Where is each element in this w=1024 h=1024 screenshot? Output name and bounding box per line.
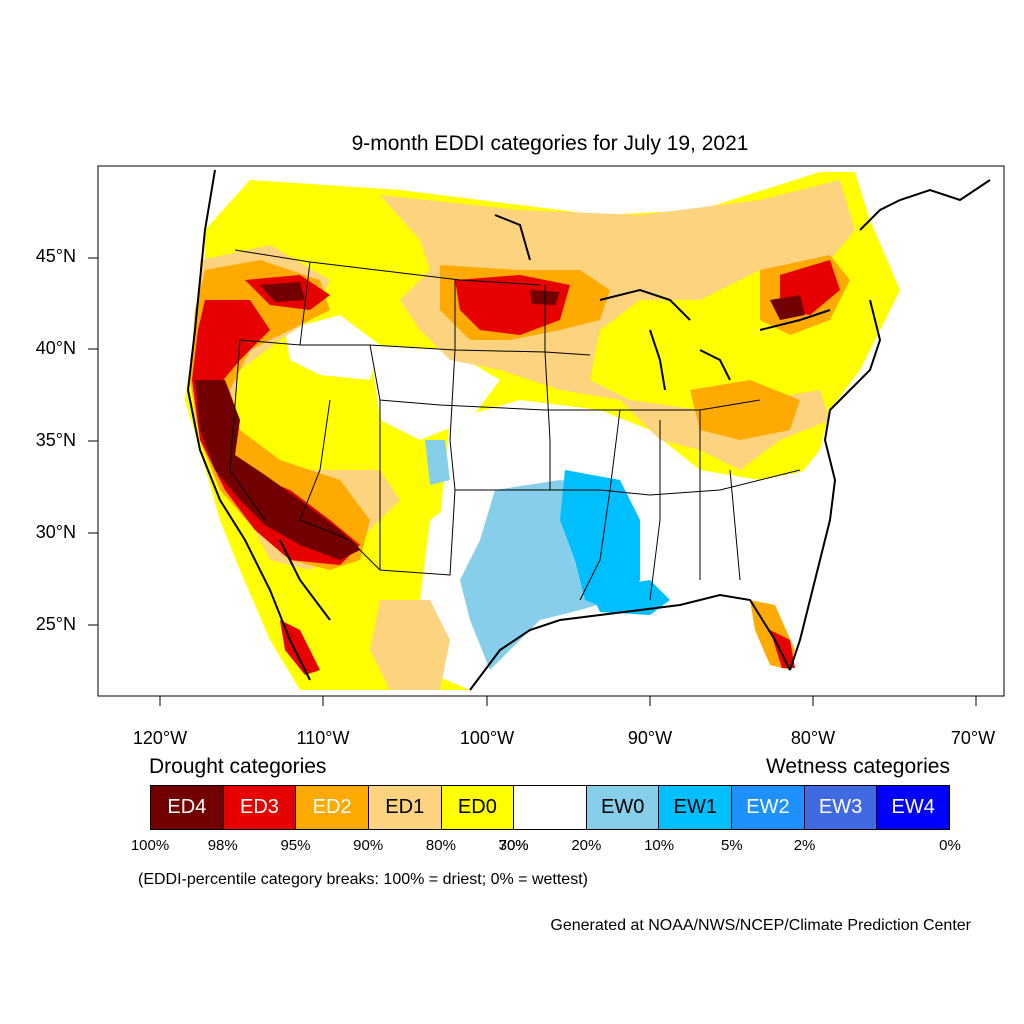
region-ed3-north — [455, 275, 570, 335]
region-ed4-east — [770, 295, 805, 320]
legend-break-label: 95% — [280, 837, 311, 854]
legend-break-label: 2% — [793, 837, 816, 854]
lat-label-30: 30°N — [35, 522, 76, 542]
region-ed4-northwest — [260, 282, 305, 302]
legend-break-label: 90% — [353, 837, 384, 854]
map-frame — [97, 165, 1005, 697]
legend-swatch-ew2: EW2 — [732, 786, 805, 829]
legend-break-label: 70% — [498, 837, 529, 854]
lat-label-35: 35°N — [35, 430, 76, 450]
legend-break-label: 5% — [720, 837, 743, 854]
credit-line: Generated at NOAA/NWS/NCEP/Climate Predi… — [550, 917, 971, 934]
region-ed3-baja — [280, 620, 320, 675]
lon-label-120: 120°W — [132, 728, 188, 748]
lon-label-100: 100°W — [459, 728, 515, 748]
region-ed3-west — [192, 300, 360, 565]
region-ew0-west — [425, 440, 450, 485]
region-ed3-florida — [770, 630, 795, 668]
legend-swatch-ew4: EW4 — [877, 786, 950, 829]
legend-bar: ED4 ED3 ED2 ED1 ED0 EW0 EW1 EW2 EW3 EW4 — [150, 785, 950, 830]
map-field — [185, 172, 900, 690]
legend-swatch-ed2: ED2 — [296, 786, 369, 829]
legend-swatch-ed0: ED0 — [441, 786, 515, 829]
map-title: 9-month EDDI categories for July 19, 202… — [351, 132, 749, 155]
legend-break-label: 20% — [571, 837, 602, 854]
drought-categories-heading: Drought categories — [149, 755, 327, 778]
region-ed1-texas — [370, 600, 450, 690]
legend-swatch-ed1: ED1 — [368, 786, 442, 829]
lon-label-90: 90°W — [627, 728, 673, 748]
legend-swatch-normal — [514, 786, 587, 829]
legend-swatch-ew1: EW1 — [659, 786, 733, 829]
wetness-categories-heading: Wetness categories — [765, 755, 950, 778]
legend-swatch-ed4: ED4 — [151, 786, 224, 829]
legend-swatch-ew0: EW0 — [586, 786, 660, 829]
region-ew1-gulf — [590, 580, 670, 615]
region-normal-plains — [370, 345, 500, 440]
legend-break-label: 100% — [130, 837, 170, 854]
coastline — [186, 169, 991, 691]
state-boundaries — [229, 249, 801, 601]
legend-break-label: 30% — [498, 837, 529, 854]
region-ed4-west — [195, 380, 360, 560]
lat-label-40: 40°N — [35, 338, 76, 358]
lat-label-25: 25°N — [35, 614, 76, 634]
legend-break-label: 80% — [425, 837, 456, 854]
region-ew1 — [560, 470, 640, 610]
legend-swatch-ew3: EW3 — [804, 786, 878, 829]
region-ed2-ohio — [690, 380, 800, 440]
category-breaks-note: (EDDI-percentile category breaks: 100% =… — [138, 871, 588, 888]
lon-label-70: 70°W — [950, 728, 996, 748]
region-normal-northwest — [285, 315, 380, 380]
lat-label-45: 45°N — [35, 246, 76, 266]
legend-break-label: 10% — [644, 837, 675, 854]
legend-break-label: 98% — [207, 837, 238, 854]
legend-swatch-ed3: ED3 — [223, 786, 297, 829]
region-ed1-north — [380, 180, 855, 470]
lon-label-80: 80°W — [790, 728, 836, 748]
legend-break-label: 0% — [939, 837, 961, 854]
axis-ticks — [88, 257, 977, 706]
region-normal-southeast — [650, 480, 820, 590]
lon-label-110: 110°W — [296, 728, 350, 748]
